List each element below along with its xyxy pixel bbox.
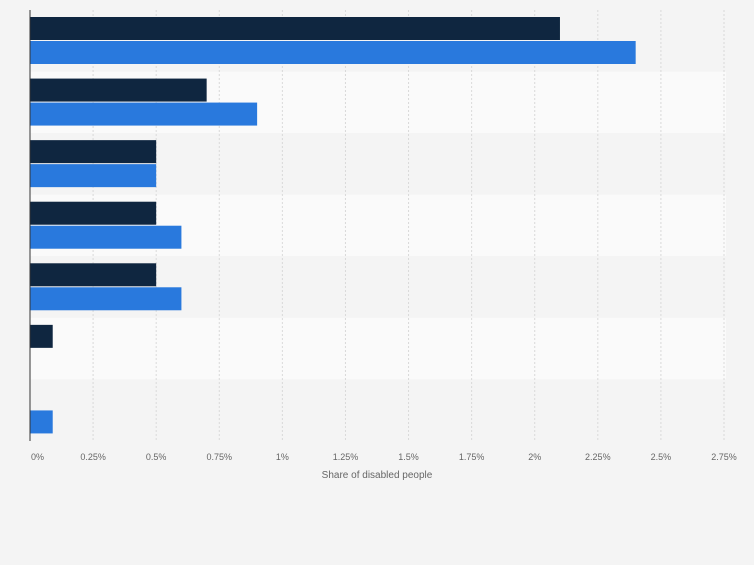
x-tick-label: 1.75% xyxy=(459,452,485,462)
row-bands xyxy=(30,10,726,441)
bar-series-1[interactable] xyxy=(30,17,560,40)
x-tick-label: 0.5% xyxy=(146,452,167,462)
bar-series-1[interactable] xyxy=(30,201,157,225)
x-tick-label: 0.75% xyxy=(207,452,233,462)
x-tick-label: 2.25% xyxy=(585,452,611,462)
x-tick-label: 1.25% xyxy=(333,452,359,462)
x-tick-label: 2% xyxy=(528,452,541,462)
row-band xyxy=(30,379,726,441)
x-tick-label: 1.5% xyxy=(398,452,419,462)
bar-series-2[interactable] xyxy=(30,164,157,188)
x-axis-label: Share of disabled people xyxy=(322,470,433,481)
x-tick-label: 1% xyxy=(276,452,289,462)
bar-series-2[interactable] xyxy=(30,225,182,249)
bar-series-1[interactable] xyxy=(30,324,53,348)
bar-series-2[interactable] xyxy=(30,102,258,126)
x-tick-label: 2.75% xyxy=(711,452,737,462)
bar-series-1[interactable] xyxy=(30,78,207,102)
bars xyxy=(30,17,636,434)
x-tick-labels: 0% 0.25% 0.5% 0.75% 1% 1.25% 1.5% 1.75% 2% 2.25% 2… xyxy=(31,452,737,462)
row-band xyxy=(30,317,726,380)
bar-series-1[interactable] xyxy=(30,263,157,287)
bar-series-1[interactable] xyxy=(30,140,157,164)
bar-series-2[interactable] xyxy=(30,287,182,311)
bar-series-2[interactable] xyxy=(30,41,636,64)
x-tick-label: 2.5% xyxy=(651,452,672,462)
bar-series-2[interactable] xyxy=(30,410,53,434)
x-tick-label: 0% xyxy=(31,452,44,462)
x-tick-label: 0.25% xyxy=(80,452,106,462)
